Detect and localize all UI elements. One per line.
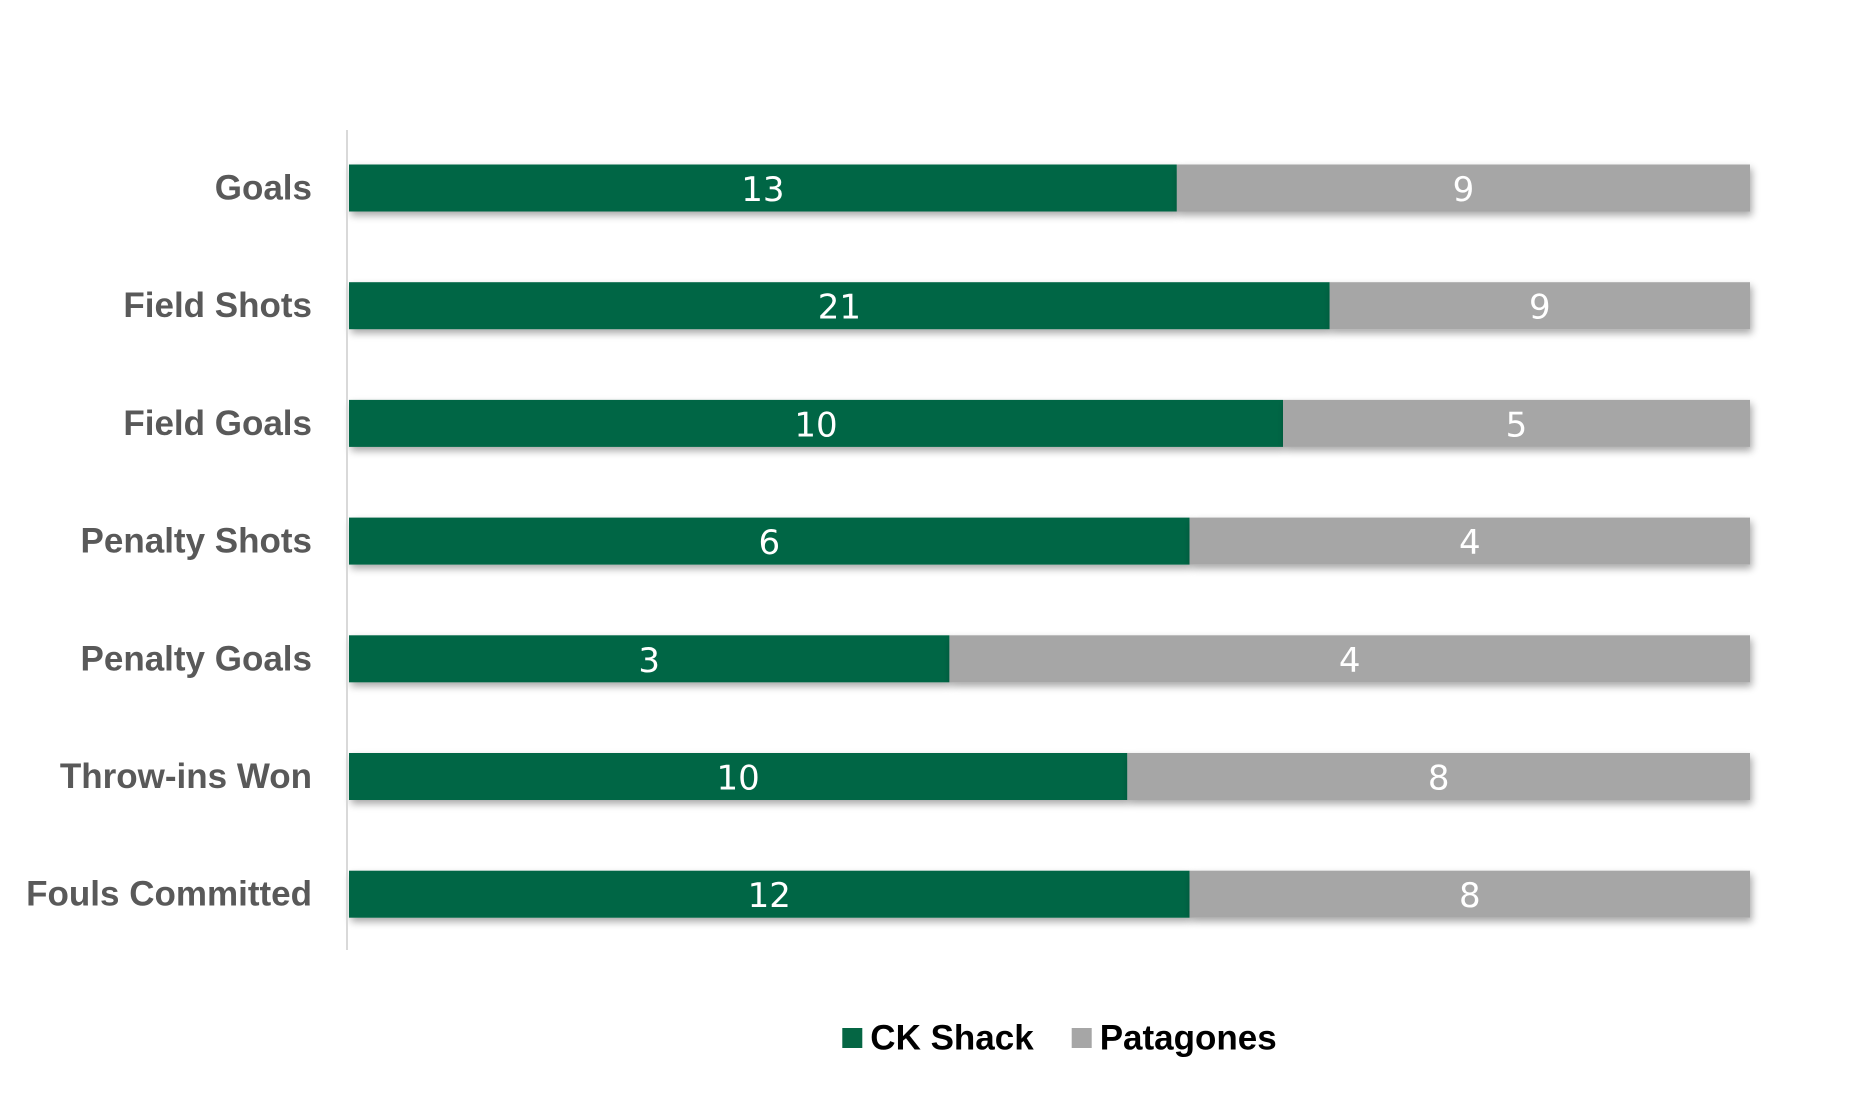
legend-swatch-patagones	[1071, 1028, 1092, 1048]
data-label-patagones-field-goals: 5	[1506, 405, 1528, 445]
data-label-ck-shack-field-shots: 21	[818, 288, 861, 328]
bar-patagones-field-goals	[1283, 399, 1750, 447]
bar-ck-shack-penalty-shots	[349, 517, 1190, 565]
legend-item-ck-shack: CK Shack	[842, 1019, 1034, 1058]
legend: CK Shack Patagones	[842, 1019, 1277, 1058]
legend-item-patagones: Patagones	[1071, 1019, 1277, 1058]
bar-patagones-throw-ins-won	[1127, 753, 1750, 800]
bar-ck-shack-field-goals	[349, 399, 1283, 447]
category-labels: Goals Field Shots Field Goals Penalty Shots…	[26, 169, 312, 914]
data-label-patagones-field-shots: 9	[1529, 288, 1551, 328]
legend-label-ck-shack: CK Shack	[870, 1019, 1034, 1058]
bar-ck-shack-field-shots	[349, 282, 1330, 330]
data-label-ck-shack-goals: 13	[741, 170, 784, 210]
category-label-field-shots: Field Shots	[123, 286, 312, 325]
bars-layer	[349, 164, 1750, 918]
data-label-patagones-fouls-committed: 8	[1459, 876, 1481, 916]
bar-patagones-field-shots	[1329, 282, 1750, 330]
data-label-patagones-goals: 9	[1453, 170, 1475, 210]
category-label-field-goals: Field Goals	[123, 404, 312, 443]
bar-ck-shack-goals	[349, 164, 1177, 212]
category-label-penalty-shots: Penalty Shots	[81, 522, 312, 561]
bar-ck-shack-fouls-committed	[349, 870, 1190, 918]
data-label-patagones-throw-ins-won: 8	[1428, 759, 1450, 799]
bar-ck-shack-throw-ins-won	[349, 753, 1128, 800]
category-label-throw-ins-won: Throw-ins Won	[60, 757, 312, 796]
data-label-ck-shack-field-goals: 10	[794, 405, 837, 445]
bar-patagones-penalty-shots	[1189, 517, 1750, 565]
bar-ck-shack-penalty-goals	[349, 635, 950, 683]
category-label-goals: Goals	[215, 169, 312, 208]
legend-label-patagones: Patagones	[1100, 1019, 1277, 1058]
category-label-penalty-goals: Penalty Goals	[81, 639, 312, 678]
data-label-patagones-penalty-goals: 4	[1339, 641, 1361, 681]
legend-swatch-ck-shack	[842, 1028, 863, 1048]
data-label-ck-shack-fouls-committed: 12	[748, 876, 791, 916]
data-label-ck-shack-throw-ins-won: 10	[717, 759, 760, 799]
bar-patagones-penalty-goals	[949, 635, 1750, 683]
data-label-ck-shack-penalty-goals: 3	[638, 641, 660, 681]
category-label-fouls-committed: Fouls Committed	[26, 875, 312, 914]
data-label-patagones-penalty-shots: 4	[1459, 523, 1481, 563]
bar-patagones-fouls-committed	[1189, 870, 1750, 918]
bar-patagones-goals	[1176, 164, 1750, 212]
data-label-ck-shack-penalty-shots: 6	[758, 523, 780, 563]
data-labels: 13 9 21 9 10 5 6 4 3 4 10 8 12 8	[638, 170, 1550, 916]
